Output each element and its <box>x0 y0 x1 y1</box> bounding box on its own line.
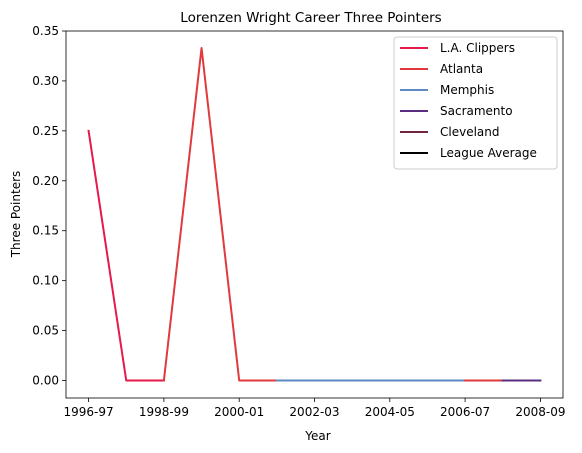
y-axis: 0.00 0.05 0.10 0.15 0.20 0.25 0.30 0.35 <box>32 24 66 388</box>
legend-label: Sacramento <box>440 104 513 118</box>
y-tick-label: 0.25 <box>32 124 59 138</box>
series-line-l-a-clippers-0 <box>87 129 165 382</box>
y-tick-label: 0.15 <box>32 224 59 238</box>
y-tick-label: 0.05 <box>32 324 59 338</box>
legend-label: Atlanta <box>440 62 483 76</box>
x-axis: 1996-97 1998-99 2000-01 2002-03 2004-05 2006-… <box>64 398 565 419</box>
y-tick-label: 0.30 <box>32 74 59 88</box>
x-tick-label: 2008-09 <box>515 405 565 419</box>
x-tick-label: 1996-97 <box>64 405 114 419</box>
x-tick-label: 2002-03 <box>289 405 339 419</box>
x-tick-label: 1998-99 <box>139 405 189 419</box>
legend-box <box>393 36 558 170</box>
y-tick-label: 0.00 <box>32 374 59 388</box>
y-axis-title: Three Pointers <box>9 171 23 259</box>
x-axis-title: Year <box>304 429 330 443</box>
x-tick-label: 2004-05 <box>365 405 415 419</box>
y-tick-label: 0.10 <box>32 274 59 288</box>
series-line-atlanta-1 <box>162 46 278 382</box>
plot-area <box>87 46 542 382</box>
legend-label: L.A. Clippers <box>440 41 515 55</box>
legend: L.A. Clippers Atlanta Memphis Sacramento Cle… <box>393 36 558 170</box>
legend-label: Memphis <box>440 83 494 97</box>
chart-title: Lorenzen Wright Career Three Pointers <box>180 10 441 26</box>
legend-label: Cleveland <box>440 125 500 139</box>
y-tick-label: 0.20 <box>32 174 59 188</box>
x-tick-label: 2000-01 <box>214 405 264 419</box>
legend-label: League Average <box>440 146 537 160</box>
y-tick-label: 0.35 <box>32 24 59 38</box>
x-tick-label: 2006-07 <box>440 405 490 419</box>
